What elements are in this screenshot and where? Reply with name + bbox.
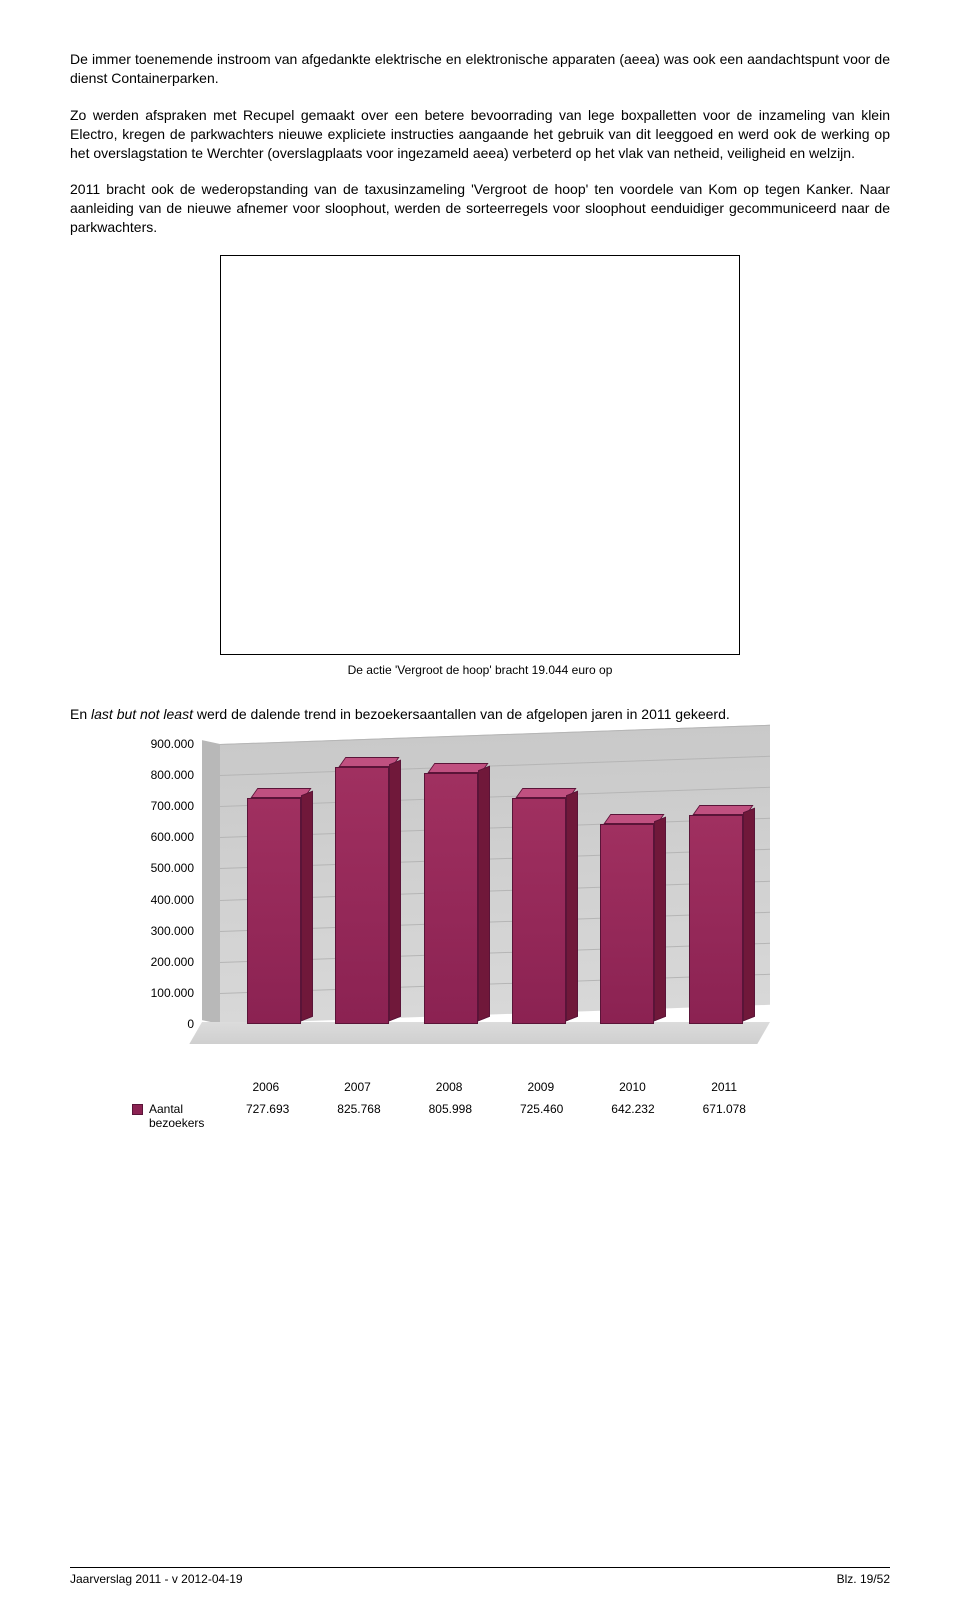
p4-pre: En: [70, 706, 91, 722]
footer-left: Jaarverslag 2011 - v 2012-04-19: [70, 1572, 243, 1586]
y-tick: 900.000: [151, 737, 194, 751]
bar: [600, 824, 654, 1024]
y-tick: 300.000: [151, 924, 194, 938]
side-wall: [202, 740, 220, 1024]
legend-swatch: [132, 1104, 143, 1115]
p4-italic: last but not least: [91, 706, 193, 722]
bar: [689, 815, 743, 1024]
legend-value: 805.998: [420, 1102, 480, 1116]
x-label: 2006: [236, 1080, 296, 1094]
y-tick: 0: [187, 1017, 194, 1031]
bar: [335, 767, 389, 1024]
legend-value: 825.768: [329, 1102, 389, 1116]
legend-label: Aantal bezoekers: [149, 1102, 222, 1130]
paragraph-3: 2011 bracht ook de wederopstanding van d…: [70, 180, 890, 237]
y-tick: 500.000: [151, 861, 194, 875]
legend-value: 725.460: [512, 1102, 572, 1116]
legend-row: Aantal bezoekers 727.693825.768805.99872…: [132, 1102, 770, 1130]
y-tick: 200.000: [151, 955, 194, 969]
legend-value: 642.232: [603, 1102, 663, 1116]
x-axis-labels: 2006 2007 2008 2009 2010 2011: [220, 1080, 770, 1094]
legend-key: Aantal bezoekers: [132, 1102, 222, 1130]
bar: [247, 798, 301, 1024]
x-label: 2010: [602, 1080, 662, 1094]
bar: [512, 798, 566, 1024]
legend-values: 727.693 825.768 805.998 725.460 642.232 671.0…: [222, 1102, 770, 1116]
y-tick: 600.000: [151, 830, 194, 844]
y-tick: 800.000: [151, 768, 194, 782]
x-label: 2011: [694, 1080, 754, 1094]
x-label: 2007: [327, 1080, 387, 1094]
y-axis: 0 100.000 200.000 300.000 400.000 500.000 600.…: [130, 744, 202, 1074]
paragraph-1: De immer toenemende instroom van afgedan…: [70, 50, 890, 88]
y-tick: 400.000: [151, 893, 194, 907]
legend-value: 671.078: [694, 1102, 754, 1116]
image-caption: De actie 'Vergroot de hoop' bracht 19.04…: [70, 663, 890, 677]
x-label: 2009: [511, 1080, 571, 1094]
bar: [424, 773, 478, 1024]
p4-post: werd de dalende trend in bezoekersaantal…: [193, 706, 730, 722]
x-label: 2008: [419, 1080, 479, 1094]
legend-value: 727.693: [238, 1102, 298, 1116]
y-tick: 700.000: [151, 799, 194, 813]
y-tick: 100.000: [151, 986, 194, 1000]
page-footer: Jaarverslag 2011 - v 2012-04-19 Blz. 19/…: [70, 1567, 890, 1586]
footer-right: Blz. 19/52: [837, 1572, 890, 1586]
visitors-chart: 0 100.000 200.000 300.000 400.000 500.000 600.…: [130, 744, 770, 1130]
plot-area: [202, 744, 770, 1074]
image-placeholder: [220, 255, 740, 655]
paragraph-2: Zo werden afspraken met Recupel gemaakt …: [70, 106, 890, 163]
bars-container: [220, 744, 770, 1024]
paragraph-4: En last but not least werd de dalende tr…: [70, 705, 890, 724]
floor: [189, 1022, 770, 1044]
